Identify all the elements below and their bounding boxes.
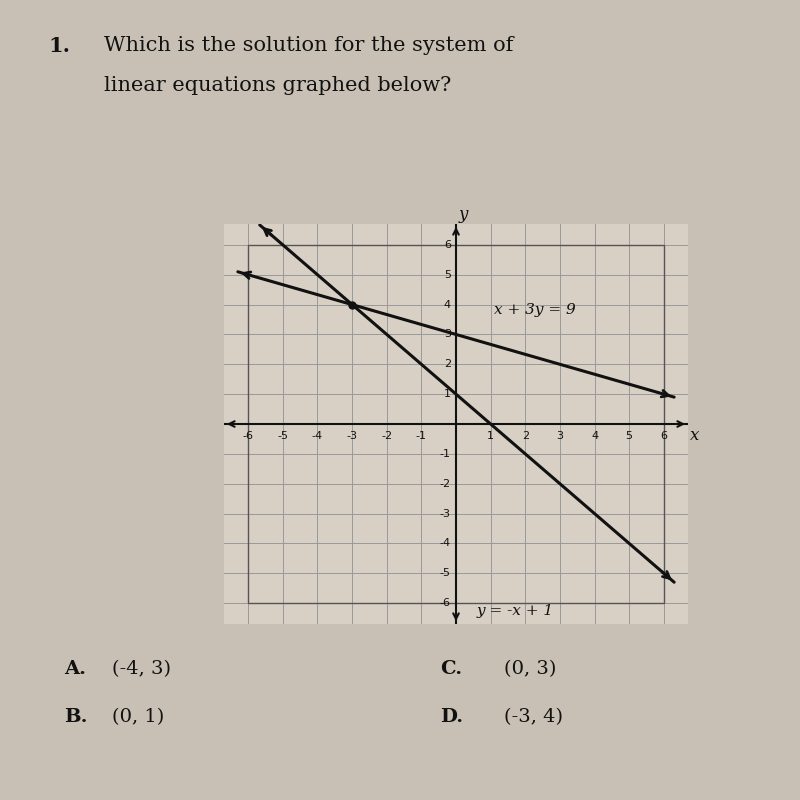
Text: y: y: [458, 206, 468, 222]
Text: -6: -6: [440, 598, 451, 608]
Text: 1.: 1.: [48, 36, 70, 56]
Text: -3: -3: [440, 509, 451, 518]
Text: 2: 2: [522, 431, 529, 442]
Text: (-3, 4): (-3, 4): [504, 708, 563, 726]
Text: 6: 6: [444, 240, 451, 250]
Text: (0, 3): (0, 3): [504, 660, 556, 678]
Text: -4: -4: [440, 538, 451, 549]
Text: 6: 6: [660, 431, 667, 442]
Text: B.: B.: [64, 708, 87, 726]
Text: -5: -5: [278, 431, 288, 442]
Text: y = -x + 1: y = -x + 1: [477, 604, 554, 618]
Text: -4: -4: [312, 431, 323, 442]
Text: 4: 4: [591, 431, 598, 442]
Text: 3: 3: [556, 431, 563, 442]
Text: -2: -2: [440, 478, 451, 489]
Text: x: x: [690, 427, 699, 445]
Text: 5: 5: [444, 270, 451, 280]
Text: 5: 5: [626, 431, 633, 442]
Text: -3: -3: [346, 431, 358, 442]
Text: 3: 3: [444, 330, 451, 339]
Text: -1: -1: [440, 449, 451, 459]
Text: (0, 1): (0, 1): [112, 708, 164, 726]
Text: 2: 2: [444, 359, 451, 370]
Text: D.: D.: [440, 708, 463, 726]
Text: A.: A.: [64, 660, 86, 678]
Text: -1: -1: [416, 431, 427, 442]
Text: -6: -6: [242, 431, 254, 442]
Bar: [248, 245, 664, 603]
Text: (-4, 3): (-4, 3): [112, 660, 171, 678]
Text: Which is the solution for the system of: Which is the solution for the system of: [104, 36, 514, 55]
Text: x + 3y = 9: x + 3y = 9: [494, 302, 576, 317]
Text: 1: 1: [487, 431, 494, 442]
Text: -2: -2: [381, 431, 392, 442]
Text: linear equations graphed below?: linear equations graphed below?: [104, 76, 451, 95]
Text: -5: -5: [440, 568, 451, 578]
Text: 4: 4: [444, 299, 451, 310]
Text: C.: C.: [440, 660, 462, 678]
Text: 1: 1: [444, 389, 451, 399]
